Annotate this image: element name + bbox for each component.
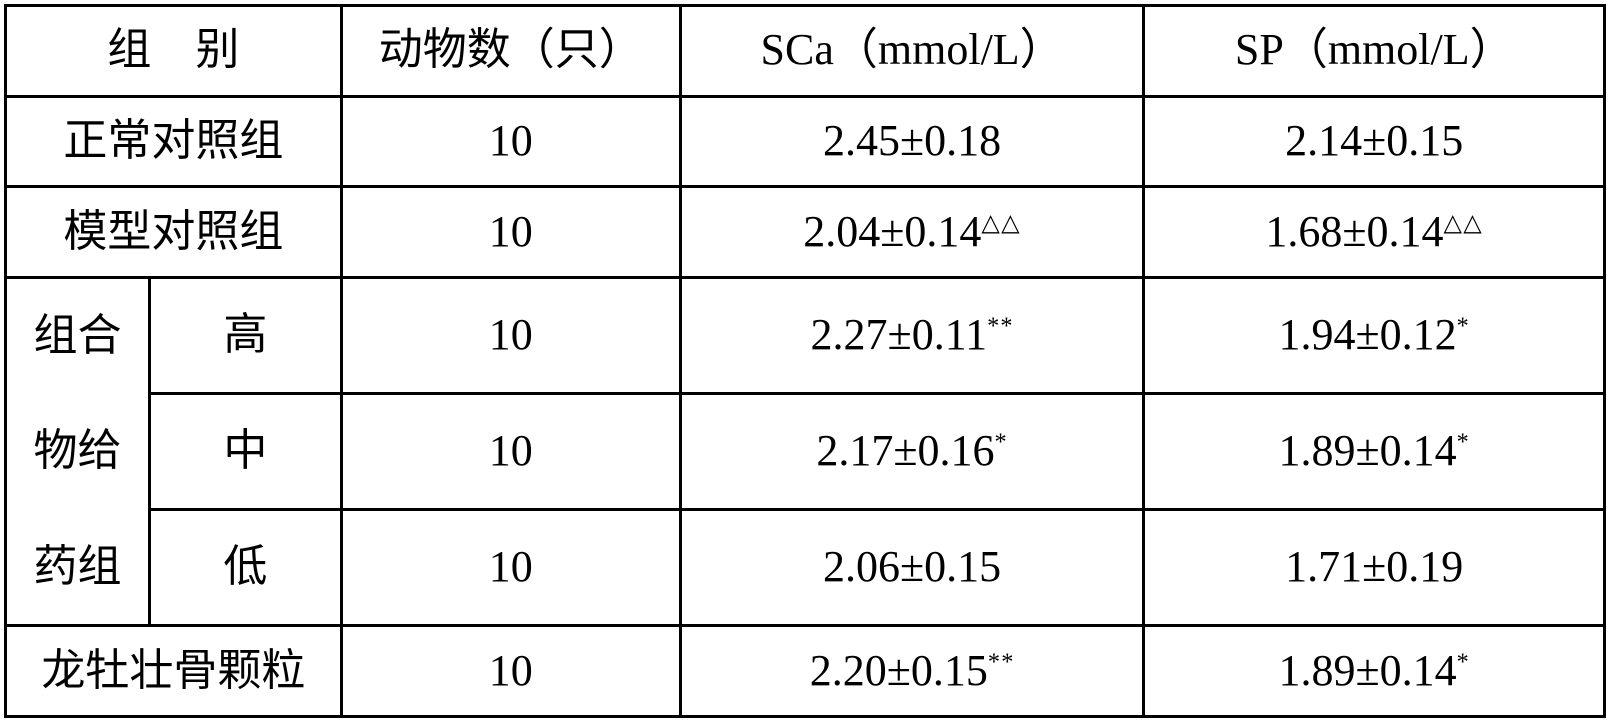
value-text: 1.94±0.12	[1279, 310, 1457, 359]
table-row: 组合 物给 药组 高 10 2.27±0.11** 1.94±0.12*	[6, 278, 1605, 394]
sup-mark: *	[1457, 313, 1470, 340]
value-text: 1.68±0.14	[1265, 207, 1443, 256]
header-n: 动物数（只）	[341, 6, 680, 97]
compound-label-part: 组合	[33, 301, 121, 371]
row-longmu-sca: 2.20±0.15**	[680, 626, 1144, 717]
table-row: 正常对照组 10 2.45±0.18 2.14±0.15	[6, 96, 1605, 187]
row-mid-sca: 2.17±0.16*	[680, 394, 1144, 510]
value-text: 2.14±0.15	[1285, 116, 1463, 165]
table-row: 模型对照组 10 2.04±0.14△△ 1.68±0.14△△	[6, 187, 1605, 278]
table-row: 组 别 动物数（只） SCa（mmol/L） SP（mmol/L）	[6, 6, 1605, 97]
value-text: 1.71±0.19	[1285, 542, 1463, 591]
row-normal-sp: 2.14±0.15	[1144, 96, 1605, 187]
sup-mark: △△	[1444, 209, 1484, 236]
row-longmu-n: 10	[341, 626, 680, 717]
row-normal-sca: 2.45±0.18	[680, 96, 1144, 187]
compound-label-part: 药组	[33, 532, 121, 602]
row-model-sca: 2.04±0.14△△	[680, 187, 1144, 278]
row-model-n: 10	[341, 187, 680, 278]
value-text: 1.89±0.14	[1279, 646, 1457, 695]
value-text: 2.27±0.11	[811, 310, 988, 359]
row-compound-label: 组合 物给 药组	[6, 278, 150, 626]
row-model-label: 模型对照组	[6, 187, 342, 278]
compound-label-part: 物给	[33, 416, 121, 486]
row-model-sp: 1.68±0.14△△	[1144, 187, 1605, 278]
row-mid-sublabel: 中	[149, 394, 341, 510]
row-low-sca: 2.06±0.15	[680, 510, 1144, 626]
sup-mark: *	[1457, 429, 1470, 456]
value-text: 2.17±0.16	[816, 426, 994, 475]
table-row: 中 10 2.17±0.16* 1.89±0.14*	[6, 394, 1605, 510]
sup-mark: △△	[981, 209, 1021, 236]
sup-mark: **	[988, 648, 1015, 675]
header-group: 组 别	[6, 6, 342, 97]
row-high-sublabel: 高	[149, 278, 341, 394]
sup-mark: *	[995, 429, 1008, 456]
row-normal-n: 10	[341, 96, 680, 187]
value-text: 2.20±0.15	[810, 646, 988, 695]
value-text: 2.06±0.15	[823, 542, 1001, 591]
row-low-sublabel: 低	[149, 510, 341, 626]
table-row: 龙牡壮骨颗粒 10 2.20±0.15** 1.89±0.14*	[6, 626, 1605, 717]
value-text: 2.45±0.18	[823, 116, 1001, 165]
header-sp: SP（mmol/L）	[1144, 6, 1605, 97]
sup-mark: **	[987, 313, 1014, 340]
row-mid-sp: 1.89±0.14*	[1144, 394, 1605, 510]
row-low-sp: 1.71±0.19	[1144, 510, 1605, 626]
header-sca: SCa（mmol/L）	[680, 6, 1144, 97]
table-row: 低 10 2.06±0.15 1.71±0.19	[6, 510, 1605, 626]
row-high-sp: 1.94±0.12*	[1144, 278, 1605, 394]
row-mid-n: 10	[341, 394, 680, 510]
row-high-sca: 2.27±0.11**	[680, 278, 1144, 394]
row-normal-label: 正常对照组	[6, 96, 342, 187]
value-text: 1.89±0.14	[1279, 426, 1457, 475]
data-table: 组 别 动物数（只） SCa（mmol/L） SP（mmol/L） 正常对照组 …	[4, 4, 1606, 718]
value-text: 2.04±0.14	[803, 207, 981, 256]
sup-mark: *	[1457, 648, 1470, 675]
row-longmu-label: 龙牡壮骨颗粒	[6, 626, 342, 717]
row-high-n: 10	[341, 278, 680, 394]
row-low-n: 10	[341, 510, 680, 626]
row-longmu-sp: 1.89±0.14*	[1144, 626, 1605, 717]
